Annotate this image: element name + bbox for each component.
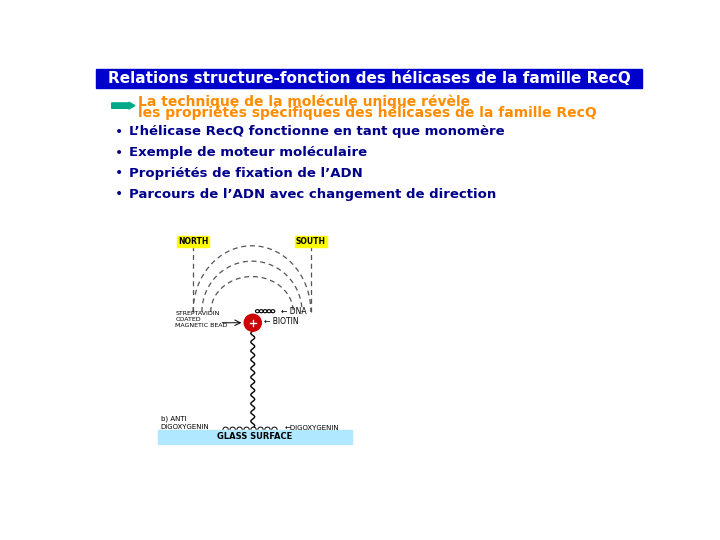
Text: ← BIOTIN: ← BIOTIN <box>264 316 298 326</box>
Bar <box>294 236 327 247</box>
Bar <box>96 70 642 88</box>
Text: Exemple de moteur moléculaire: Exemple de moteur moléculaire <box>129 146 367 159</box>
Text: les propriétés spécifiques des hélicases de la famille RecQ: les propriétés spécifiques des hélicases… <box>138 105 597 120</box>
Text: •: • <box>115 166 124 180</box>
Text: •: • <box>115 187 124 201</box>
Text: STREPTAVIDIN
COATED
MAGNETIC BEAD: STREPTAVIDIN COATED MAGNETIC BEAD <box>175 311 228 328</box>
Text: •: • <box>115 125 124 139</box>
Text: ← DNA: ← DNA <box>281 307 306 316</box>
Bar <box>177 236 210 247</box>
Text: Propriétés de fixation de l’ADN: Propriétés de fixation de l’ADN <box>129 167 362 180</box>
Text: •: • <box>115 146 124 160</box>
Text: SOUTH: SOUTH <box>296 237 326 246</box>
Text: NORTH: NORTH <box>178 237 208 246</box>
Bar <box>158 430 352 444</box>
Text: ←DIGOXYGENIN: ←DIGOXYGENIN <box>284 425 339 431</box>
Text: La technique de la molécule unique révèle: La technique de la molécule unique révèl… <box>138 94 470 109</box>
FancyArrow shape <box>112 102 135 109</box>
Circle shape <box>244 314 261 331</box>
Text: L’hélicase RecQ fonctionne en tant que monomère: L’hélicase RecQ fonctionne en tant que m… <box>129 125 505 138</box>
Text: GLASS SURFACE: GLASS SURFACE <box>217 432 293 441</box>
Text: b) ANTI
DIGOXYGENIN: b) ANTI DIGOXYGENIN <box>161 416 210 430</box>
Text: Parcours de l’ADN avec changement de direction: Parcours de l’ADN avec changement de dir… <box>129 188 496 201</box>
Text: Relations structure-fonction des hélicases de la famille RecQ: Relations structure-fonction des hélicas… <box>107 71 631 86</box>
